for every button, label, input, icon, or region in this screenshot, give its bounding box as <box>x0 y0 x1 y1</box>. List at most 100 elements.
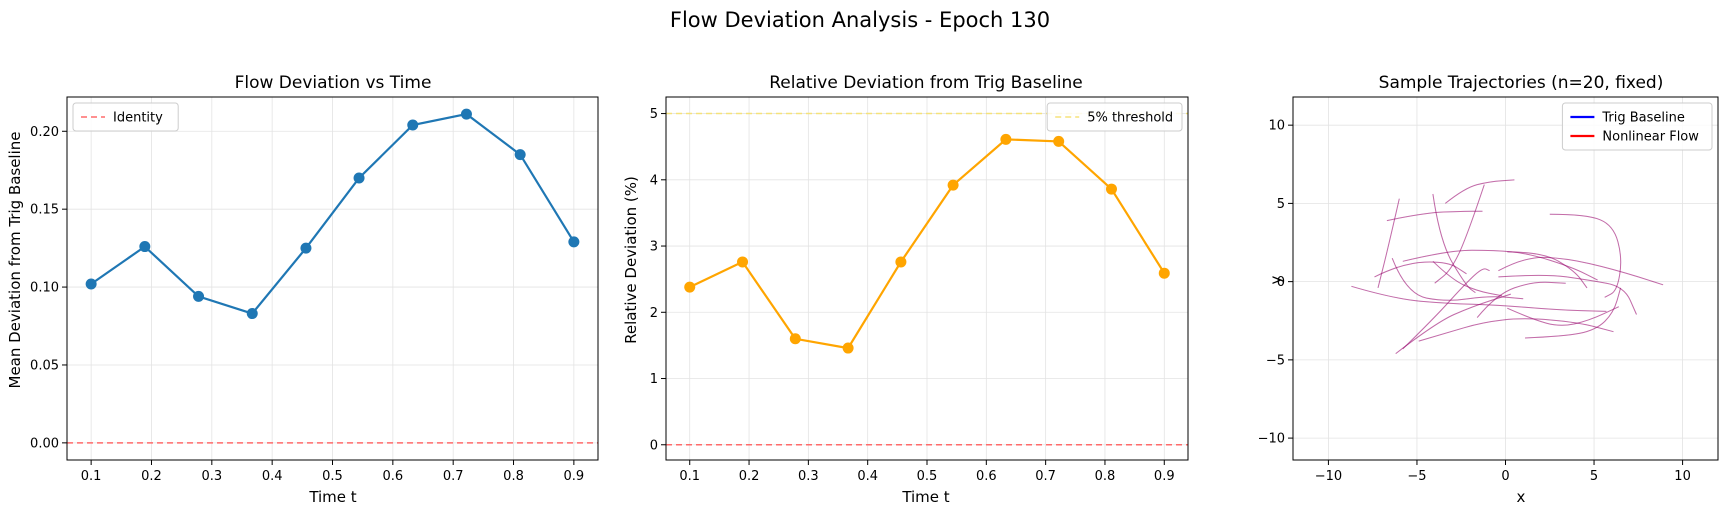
panel-2-ytick-label: 0 <box>650 438 658 453</box>
panel-3-trajectory-baseline <box>1351 285 1607 312</box>
panel-3-trajectory-baseline <box>1432 193 1476 294</box>
panel-3-xtick-label: 5 <box>1590 469 1598 484</box>
panel-2-xtick-label: 0.9 <box>1154 469 1175 484</box>
panel-3-trajectory-baseline <box>1386 210 1483 222</box>
panel-3-trajectory-baseline <box>1402 268 1490 350</box>
panel-3-trajectory-baseline <box>1418 318 1614 342</box>
panel-1-ytick-label: 0.10 <box>30 281 59 296</box>
panel-2-ytick-label: 2 <box>650 306 658 321</box>
panel-3-trajectory-baseline <box>1498 274 1637 315</box>
panel-3-trajectory-flow <box>1476 281 1566 318</box>
panel-3-xtick-label: 10 <box>1674 469 1691 484</box>
panel-3-trajectory-flow <box>1391 258 1524 301</box>
panel-3-ytick-label: 5 <box>1277 197 1285 212</box>
panel-3-trajectory-flow <box>1386 210 1483 222</box>
panel-1-ytick-label: 0.20 <box>30 125 59 140</box>
panel-2-legend-label: 5% threshold <box>1087 111 1173 126</box>
panel-2-legend <box>1046 102 1183 132</box>
panel-3-trajectory-baseline <box>1395 293 1511 354</box>
panel-1-legend-label: Identity <box>113 111 163 126</box>
panel-3-trajectory-flow <box>1444 179 1515 204</box>
panel-1-title: Flow Deviation vs Time <box>235 73 432 93</box>
panel-3-trajectory-baseline <box>1432 260 1503 297</box>
panel-3-ytick-label: −10 <box>1258 432 1285 447</box>
panel-3-trajectory-baseline <box>1507 306 1620 326</box>
panel-1-xtick-label: 0.1 <box>81 469 102 484</box>
panel-1-xtick-label: 0.8 <box>503 469 524 484</box>
panel-3-title: Sample Trajectories (n=20, fixed) <box>1379 73 1664 93</box>
panel-2-data-point <box>947 179 959 191</box>
panel-3-ytick-label: −5 <box>1266 353 1285 368</box>
panel-1-xlabel: Time t <box>308 488 356 506</box>
panel-3-trajectory-flow <box>1507 306 1620 326</box>
panel-2-xtick-label: 0.7 <box>1035 469 1056 484</box>
panel-1-ytick-label: 0.05 <box>30 358 59 373</box>
panel-2-xtick-label: 0.4 <box>857 469 878 484</box>
panel-2-ytick-label: 4 <box>650 173 658 188</box>
panel-3-xlabel: x <box>1517 488 1526 506</box>
panel-3-trajectory-flow <box>1418 318 1614 342</box>
panel-1-legend <box>72 102 179 132</box>
panel-1-series-line <box>90 112 575 315</box>
panel-2-data-point <box>737 256 749 268</box>
panel-3-trajectory-baseline <box>1391 258 1524 301</box>
panel-1-xtick-label: 0.7 <box>443 469 464 484</box>
panel-2-ytick-label: 3 <box>650 240 658 255</box>
panel-3-trajectory-baseline <box>1476 281 1566 318</box>
panel-3-trajectory-flow <box>1434 184 1485 284</box>
panel-1-data-point <box>85 278 97 290</box>
panel-3-trajectory-baseline <box>1524 287 1622 339</box>
panel-2-data-point <box>1053 135 1065 147</box>
panel-3-trajectory-baseline <box>1434 184 1485 284</box>
panel-relative-deviation: Relative Deviation from Trig Baseline Ti… <box>622 73 1189 506</box>
panel-1-data-point <box>514 149 526 161</box>
panel-1-data-point <box>407 119 419 131</box>
panel-1-data-point <box>246 308 258 320</box>
panel-3-ylabel: y <box>1267 275 1285 284</box>
panel-3-trajectory-baseline <box>1444 179 1515 204</box>
panel-3-trajectory-flow <box>1498 274 1637 315</box>
panel-2-xtick-label: 0.5 <box>917 469 938 484</box>
panel-1-ytick-label: 0.15 <box>30 203 59 218</box>
panel-3-axes-frame <box>1292 96 1719 461</box>
panel-3-trajectory-flow <box>1498 256 1664 286</box>
panel-3-xtick-label: 0 <box>1501 469 1509 484</box>
panel-2-data-point <box>842 342 854 354</box>
panel-1-xtick-label: 0.3 <box>201 469 222 484</box>
panel-2-ylabel: Relative Deviation (%) <box>622 176 640 344</box>
panel-2-title: Relative Deviation from Trig Baseline <box>769 73 1083 93</box>
panel-2-xtick-label: 0.2 <box>739 469 760 484</box>
panel-2-data-point <box>789 333 801 345</box>
panel-3-trajectory-flow <box>1524 287 1622 339</box>
panel-1-xtick-label: 0.6 <box>382 469 403 484</box>
panel-3-trajectory-flow <box>1351 285 1607 312</box>
panel-1-xtick-label: 0.9 <box>564 469 585 484</box>
panel-1-ylabel: Mean Deviation from Trig Baseline <box>6 131 24 388</box>
panel-3-trajectory-flow <box>1432 193 1476 294</box>
panel-2-xtick-label: 0.1 <box>679 469 700 484</box>
panel-2-axes-frame <box>665 96 1189 461</box>
figure-suptitle: Flow Deviation Analysis - Epoch 130 <box>670 8 1050 32</box>
panel-3-trajectory-flow <box>1402 268 1490 350</box>
panel-3-trajectory-flow <box>1549 213 1622 298</box>
panel-3-trajectory-flow <box>1402 249 1598 281</box>
panel-3-trajectory-flow <box>1374 261 1467 278</box>
panel-1-data-point <box>139 241 151 253</box>
panel-2-data-point <box>1000 133 1012 145</box>
panel-2-ytick-label: 5 <box>650 107 658 122</box>
panel-3-trajectory-baseline <box>1374 261 1467 278</box>
panel-2-xlabel: Time t <box>901 488 949 506</box>
panel-2-data-point <box>684 281 696 293</box>
panel-3-legend <box>1561 102 1713 151</box>
panel-3-legend-label: Trig Baseline <box>1601 111 1685 126</box>
panel-2-xtick-label: 0.3 <box>798 469 819 484</box>
panel-1-axes-frame <box>66 96 599 461</box>
panel-3-ytick-label: 0 <box>1277 275 1285 290</box>
panel-1-xtick-label: 0.2 <box>141 469 162 484</box>
panel-2-ytick-label: 1 <box>650 372 658 387</box>
panel-flow-deviation: Flow Deviation vs Time Time t Mean Devia… <box>6 73 599 506</box>
panel-1-xtick-label: 0.5 <box>322 469 343 484</box>
panel-1-data-point <box>193 290 205 302</box>
panel-3-xtick-label: −5 <box>1407 469 1426 484</box>
